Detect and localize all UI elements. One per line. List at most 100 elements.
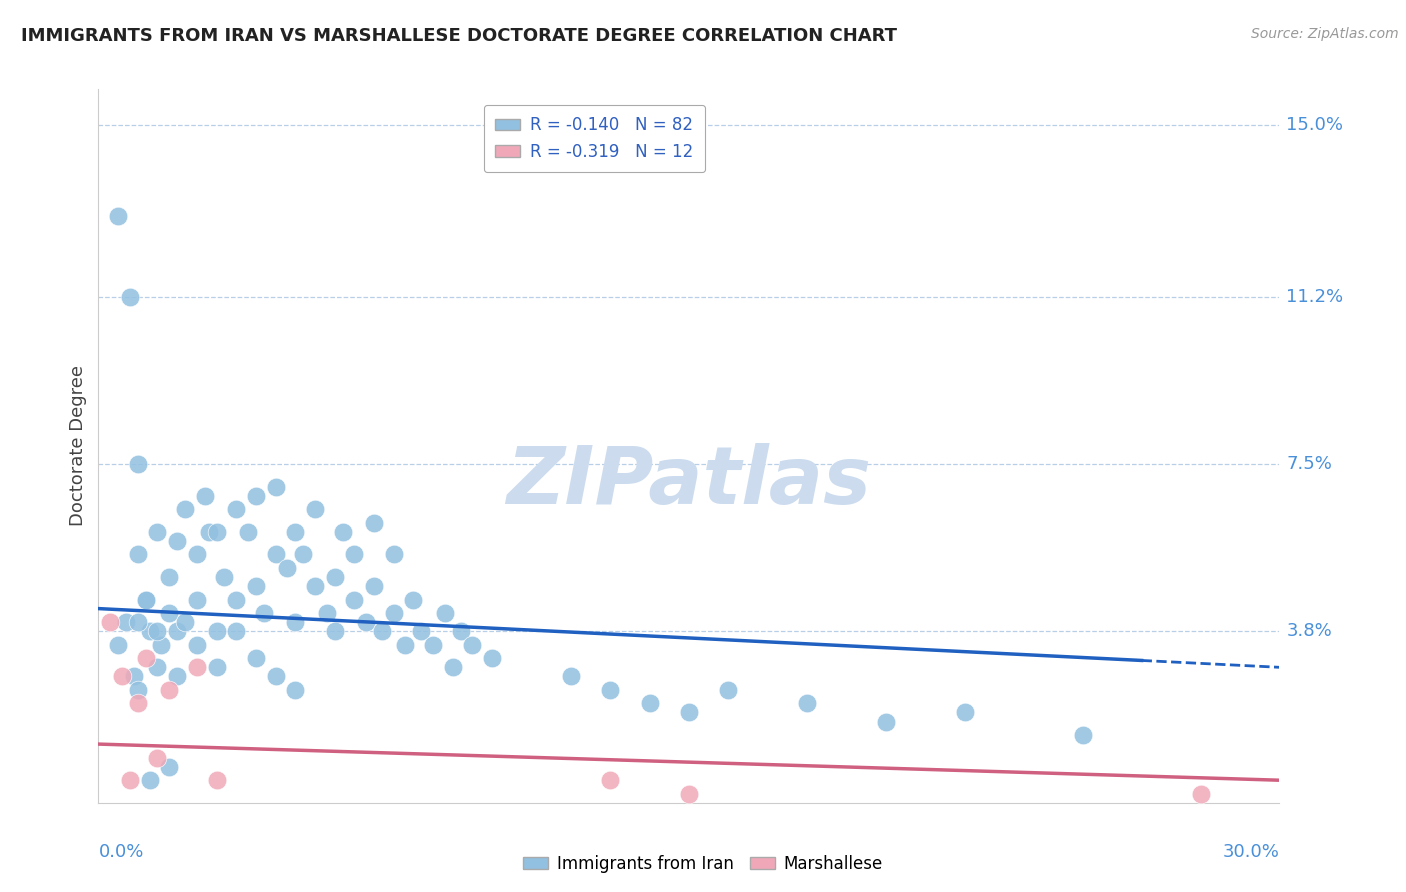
Point [638,697,661,711]
Point [236,524,259,539]
Point [284,682,307,697]
Point [678,706,700,720]
Point [186,592,208,607]
Point [205,773,228,788]
Point [245,579,267,593]
Point [284,615,307,629]
Point [174,502,197,516]
Point [146,624,169,639]
Point [107,209,129,223]
Point [122,669,145,683]
Point [953,706,976,720]
Point [875,714,897,729]
Text: 7.5%: 7.5% [1286,455,1333,473]
Point [363,579,385,593]
Point [150,638,173,652]
Point [138,773,160,788]
Point [146,524,169,539]
Point [717,682,740,697]
Point [1071,728,1094,742]
Point [332,524,354,539]
Point [315,606,337,620]
Point [214,570,236,584]
Point [225,502,247,516]
Text: Source: ZipAtlas.com: Source: ZipAtlas.com [1251,27,1399,41]
Point [264,669,287,683]
Point [354,615,377,629]
Point [304,579,326,593]
Point [796,697,818,711]
Point [205,624,228,639]
Text: 0.0%: 0.0% [98,843,143,861]
Point [394,638,416,652]
Point [197,524,219,539]
Point [135,592,157,607]
Point [382,548,405,562]
Point [284,524,307,539]
Point [157,759,180,773]
Point [135,651,157,665]
Point [138,624,160,639]
Text: ZIPatlas: ZIPatlas [506,442,872,521]
Point [450,624,472,639]
Legend: Immigrants from Iran, Marshallese: Immigrants from Iran, Marshallese [516,848,890,880]
Point [363,516,385,530]
Point [146,660,169,674]
Point [186,660,208,674]
Point [98,615,121,629]
Point [343,592,366,607]
Point [118,290,141,304]
Point [135,592,157,607]
Point [118,773,141,788]
Point [115,615,138,629]
Point [146,750,169,764]
Point [382,606,405,620]
Point [560,669,582,683]
Point [127,697,149,711]
Point [111,669,134,683]
Point [276,561,298,575]
Point [433,606,456,620]
Point [166,624,188,639]
Legend: R = -0.140   N = 82, R = -0.319   N = 12: R = -0.140 N = 82, R = -0.319 N = 12 [484,104,706,172]
Point [323,624,346,639]
Point [225,592,247,607]
Point [166,669,188,683]
Point [461,638,484,652]
Point [127,682,149,697]
Point [157,606,180,620]
Text: IMMIGRANTS FROM IRAN VS MARSHALLESE DOCTORATE DEGREE CORRELATION CHART: IMMIGRANTS FROM IRAN VS MARSHALLESE DOCT… [21,27,897,45]
Text: 11.2%: 11.2% [1286,288,1344,306]
Point [343,548,366,562]
Point [157,570,180,584]
Point [678,787,700,801]
Point [174,615,197,629]
Point [127,548,149,562]
Point [194,489,217,503]
Point [245,489,267,503]
Text: 3.8%: 3.8% [1286,623,1333,640]
Point [157,682,180,697]
Point [264,548,287,562]
Point [225,624,247,639]
Point [264,480,287,494]
Text: 30.0%: 30.0% [1223,843,1279,861]
Point [599,773,621,788]
Point [481,651,503,665]
Point [441,660,464,674]
Point [422,638,444,652]
Point [205,524,228,539]
Point [127,457,149,471]
Point [107,638,129,652]
Point [1189,787,1212,801]
Point [245,651,267,665]
Point [166,533,188,548]
Text: 15.0%: 15.0% [1286,116,1344,135]
Point [371,624,394,639]
Point [323,570,346,584]
Y-axis label: Doctorate Degree: Doctorate Degree [69,366,87,526]
Point [205,660,228,674]
Point [402,592,425,607]
Point [292,548,315,562]
Point [304,502,326,516]
